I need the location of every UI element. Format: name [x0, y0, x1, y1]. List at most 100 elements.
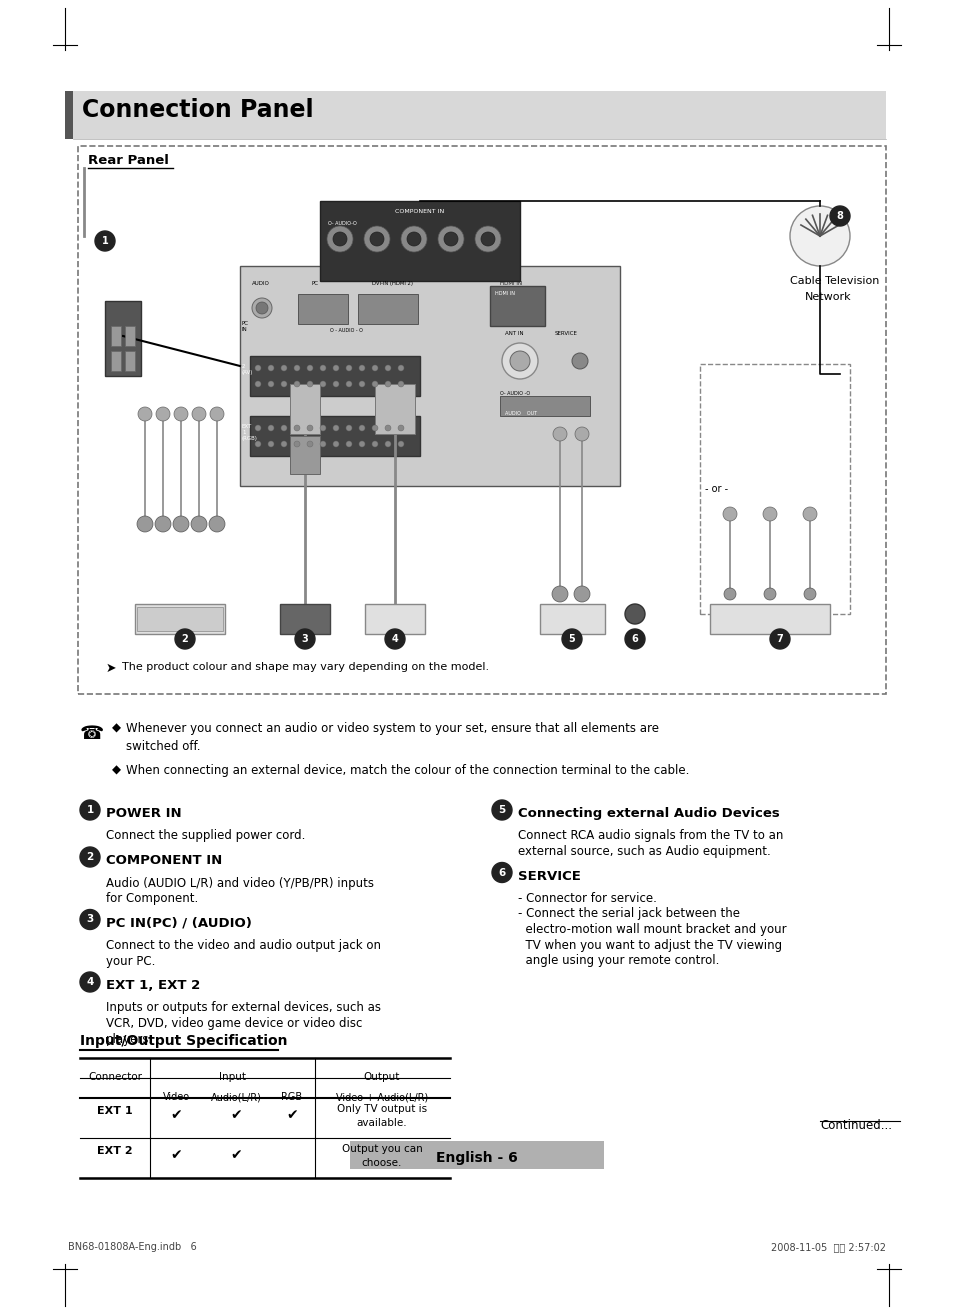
Text: 2008-11-05  오후 2:57:02: 2008-11-05 오후 2:57:02 — [770, 1242, 885, 1252]
Bar — [125, 326, 135, 346]
Circle shape — [407, 233, 420, 246]
Circle shape — [268, 381, 274, 388]
Circle shape — [358, 442, 365, 447]
Text: Connect to the video and audio output jack on: Connect to the video and audio output ja… — [106, 940, 380, 953]
Circle shape — [572, 353, 587, 369]
Circle shape — [319, 424, 326, 431]
Text: AUDIO    OUT: AUDIO OUT — [504, 411, 537, 417]
Text: DVI-IN (HDMI 2): DVI-IN (HDMI 2) — [372, 281, 413, 286]
Bar — [350, 1141, 603, 1169]
Circle shape — [480, 233, 495, 246]
Text: Connecting external Audio Devices: Connecting external Audio Devices — [517, 807, 779, 820]
Circle shape — [346, 424, 352, 431]
Text: Network: Network — [804, 292, 851, 302]
Circle shape — [210, 407, 224, 420]
Circle shape — [333, 233, 347, 246]
Text: 3: 3 — [301, 633, 308, 644]
Text: angle using your remote control.: angle using your remote control. — [517, 954, 719, 967]
Circle shape — [192, 407, 206, 420]
Circle shape — [364, 226, 390, 252]
Text: 1: 1 — [87, 805, 93, 815]
Circle shape — [397, 381, 403, 388]
Text: HDMI IN: HDMI IN — [499, 281, 521, 286]
Text: Only TV output is: Only TV output is — [336, 1104, 427, 1114]
Circle shape — [333, 365, 338, 371]
Text: When connecting an external device, match the colour of the connection terminal : When connecting an external device, matc… — [126, 763, 689, 777]
Circle shape — [397, 424, 403, 431]
Text: EXT 1: EXT 1 — [97, 1106, 132, 1116]
Text: SERVICE: SERVICE — [555, 331, 578, 336]
Circle shape — [254, 365, 261, 371]
Text: Audio (AUDIO L/R) and video (Y/PB/PR) inputs: Audio (AUDIO L/R) and video (Y/PB/PR) in… — [106, 876, 374, 890]
Text: ✔: ✔ — [286, 1108, 297, 1122]
Text: ➤: ➤ — [106, 662, 116, 675]
Text: O- AUDIO-O: O- AUDIO-O — [328, 221, 356, 226]
Text: The product colour and shape may vary depending on the model.: The product colour and shape may vary de… — [122, 662, 489, 671]
Text: SERVICE: SERVICE — [517, 870, 580, 883]
Circle shape — [307, 424, 313, 431]
Circle shape — [829, 206, 849, 226]
Bar — [250, 417, 419, 456]
Circle shape — [346, 442, 352, 447]
Circle shape — [191, 516, 207, 532]
Bar — [499, 396, 589, 417]
Circle shape — [802, 507, 816, 520]
Text: O- AUDIO -O: O- AUDIO -O — [499, 392, 530, 396]
Text: Continued...: Continued... — [820, 1120, 891, 1131]
Bar — [357, 294, 417, 325]
Text: switched off.: switched off. — [126, 740, 200, 753]
Circle shape — [174, 629, 194, 649]
Circle shape — [294, 365, 299, 371]
Text: BN68-01808A-Eng.indb   6: BN68-01808A-Eng.indb 6 — [68, 1242, 196, 1252]
Text: ✔: ✔ — [230, 1148, 241, 1162]
Text: ☎: ☎ — [80, 724, 104, 742]
Text: 3: 3 — [87, 915, 93, 925]
Text: AUDIO: AUDIO — [252, 281, 270, 286]
Text: 4: 4 — [86, 978, 93, 987]
Circle shape — [80, 800, 100, 820]
Text: 1: 1 — [102, 237, 109, 246]
Circle shape — [372, 424, 377, 431]
Text: choose.: choose. — [361, 1158, 402, 1168]
Circle shape — [501, 343, 537, 378]
Text: players.: players. — [106, 1033, 153, 1046]
Text: external source, such as Audio equipment.: external source, such as Audio equipment… — [517, 845, 770, 858]
Circle shape — [333, 424, 338, 431]
Circle shape — [789, 206, 849, 265]
Text: 2: 2 — [181, 633, 188, 644]
Circle shape — [80, 848, 100, 867]
Bar — [111, 326, 121, 346]
Circle shape — [268, 442, 274, 447]
Text: Audio(L/R): Audio(L/R) — [211, 1092, 261, 1102]
Bar — [709, 604, 829, 633]
Text: 8: 8 — [836, 212, 842, 221]
Bar — [135, 604, 225, 633]
Bar — [105, 301, 141, 376]
Circle shape — [575, 427, 588, 442]
Circle shape — [281, 381, 287, 388]
Bar — [240, 265, 619, 486]
Text: ✔: ✔ — [170, 1108, 182, 1122]
Text: ✔: ✔ — [230, 1108, 241, 1122]
Text: Input/Output Specification: Input/Output Specification — [80, 1034, 287, 1049]
Text: EXT 2: EXT 2 — [97, 1146, 132, 1156]
Circle shape — [307, 365, 313, 371]
Circle shape — [268, 365, 274, 371]
Text: 2
(AV): 2 (AV) — [242, 364, 253, 374]
Text: Connect the supplied power cord.: Connect the supplied power cord. — [106, 829, 305, 842]
Circle shape — [172, 516, 189, 532]
Bar — [65, 91, 73, 139]
Bar — [125, 351, 135, 371]
Circle shape — [294, 381, 299, 388]
Circle shape — [492, 862, 512, 883]
Circle shape — [561, 629, 581, 649]
Circle shape — [319, 442, 326, 447]
Text: COMPONENT IN: COMPONENT IN — [395, 209, 444, 214]
Text: 5: 5 — [568, 633, 575, 644]
Circle shape — [624, 629, 644, 649]
Circle shape — [385, 365, 391, 371]
Circle shape — [346, 381, 352, 388]
Circle shape — [769, 629, 789, 649]
Bar — [539, 604, 604, 633]
Circle shape — [307, 442, 313, 447]
